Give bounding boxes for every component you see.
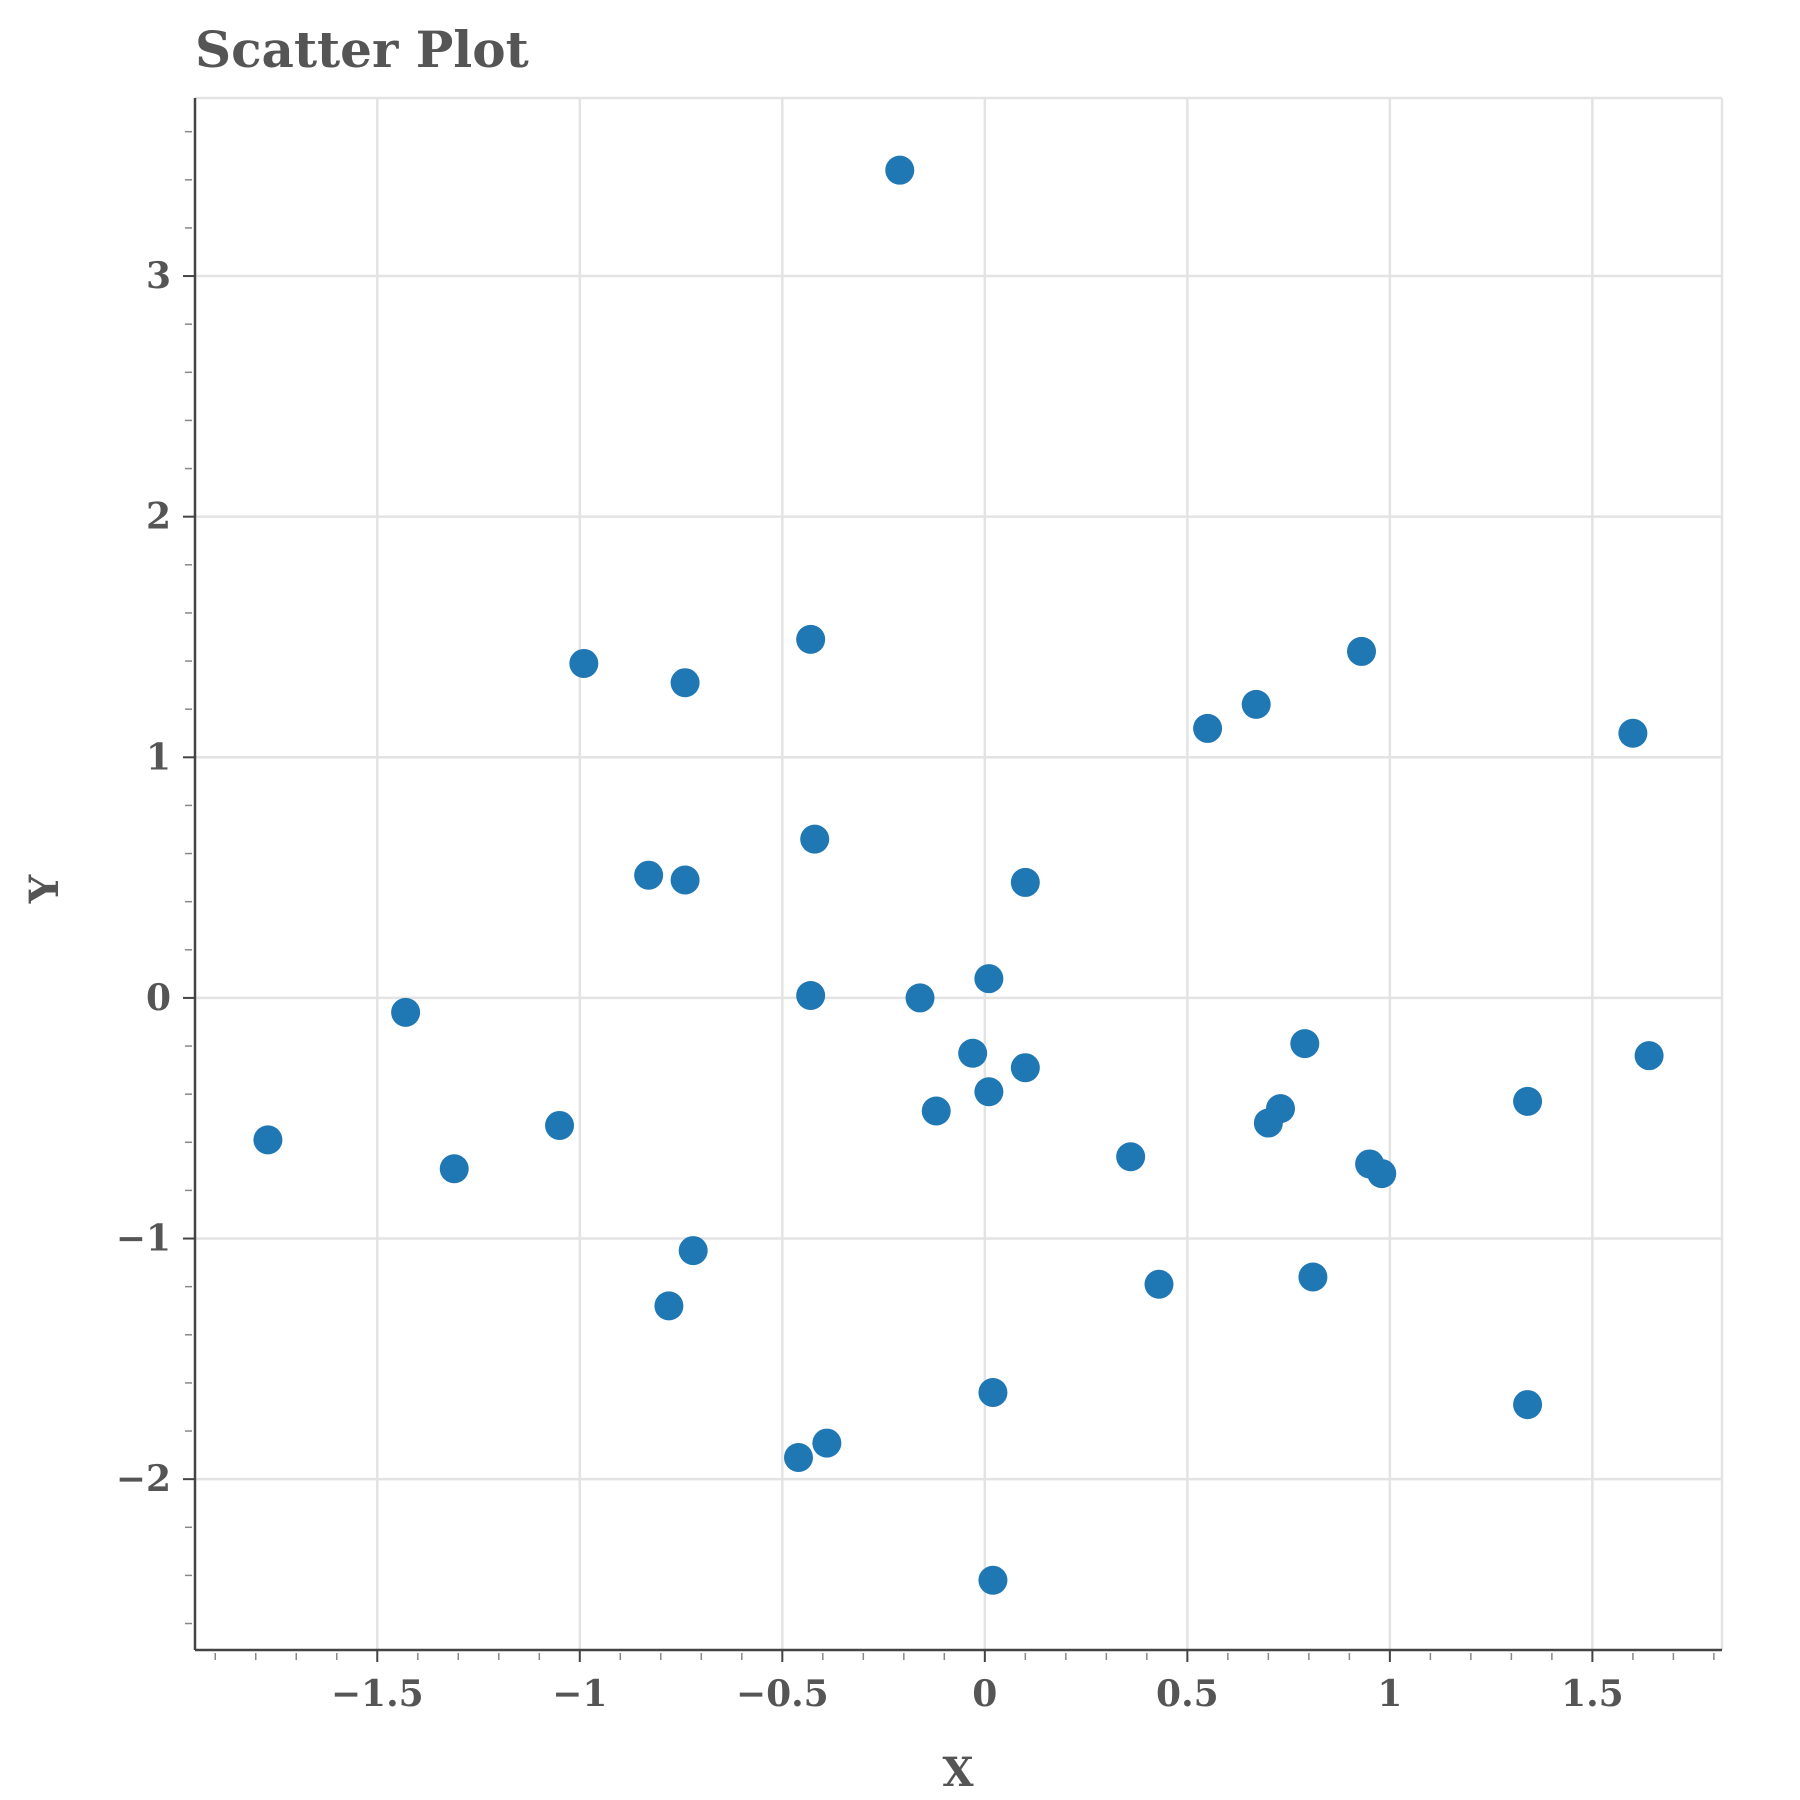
chart-title: Scatter Plot [195, 20, 529, 79]
scatter-point [1193, 713, 1223, 743]
scatter-point [569, 648, 599, 678]
scatter-point [812, 1428, 842, 1458]
y-tick-label: 0 [146, 977, 171, 1019]
scatter-point [1634, 1041, 1664, 1071]
scatter-point [885, 155, 915, 185]
scatter-point [253, 1125, 283, 1155]
scatter-point [1298, 1262, 1328, 1292]
scatter-point [670, 865, 700, 895]
scatter-point [958, 1038, 988, 1068]
scatter-point [1290, 1029, 1320, 1059]
scatter-point [1144, 1269, 1174, 1299]
x-tick-label: 1.5 [1561, 1673, 1624, 1715]
scatter-point [670, 668, 700, 698]
axis-layer: −1.5 −1 −0.5 0 0.5 1 1.5 −2 −1 0 1 2 3 [116, 98, 1722, 1715]
scatter-point [1241, 689, 1271, 719]
scatter-point [391, 997, 421, 1027]
scatter-point [1367, 1159, 1397, 1189]
y-tick-label: 2 [146, 496, 171, 538]
scatter-point [796, 981, 826, 1011]
scatter-point [784, 1443, 814, 1473]
x-tick-label: 0 [972, 1673, 997, 1715]
scatter-point [634, 860, 664, 890]
x-axis-label: X [942, 1749, 973, 1796]
y-tick-label: 1 [146, 736, 171, 778]
scatter-point [1513, 1390, 1543, 1420]
scatter-point [1116, 1142, 1146, 1172]
scatter-point [978, 1565, 1008, 1595]
x-tick-label: −1 [552, 1673, 607, 1715]
y-tick-label: −2 [116, 1458, 171, 1500]
grid-layer [195, 96, 1724, 1650]
x-tick-label: 1 [1377, 1673, 1402, 1715]
scatter-point [974, 964, 1004, 994]
scatter-point [905, 983, 935, 1013]
y-axis-label: Y [21, 874, 68, 904]
scatter-point [800, 824, 830, 854]
scatter-point [439, 1154, 469, 1184]
scatter-point [545, 1110, 575, 1140]
scatter-point [678, 1236, 708, 1266]
x-tick-label: −0.5 [736, 1673, 829, 1715]
scatter-point [978, 1378, 1008, 1408]
scatter-point [1513, 1086, 1543, 1116]
scatter-point [796, 624, 826, 654]
data-points [253, 155, 1664, 1595]
y-tick-label: 3 [146, 255, 171, 297]
scatter-point [921, 1096, 951, 1126]
scatter-point [1347, 636, 1377, 666]
scatter-point [1010, 867, 1040, 897]
scatter-point [1253, 1108, 1283, 1138]
scatter-point [974, 1077, 1004, 1107]
y-tick-label: −1 [116, 1218, 171, 1260]
x-tick-label: −1.5 [331, 1673, 424, 1715]
scatter-point [1010, 1053, 1040, 1083]
scatter-point [1618, 718, 1648, 748]
scatter-point [654, 1291, 684, 1321]
x-tick-label: 0.5 [1156, 1673, 1219, 1715]
